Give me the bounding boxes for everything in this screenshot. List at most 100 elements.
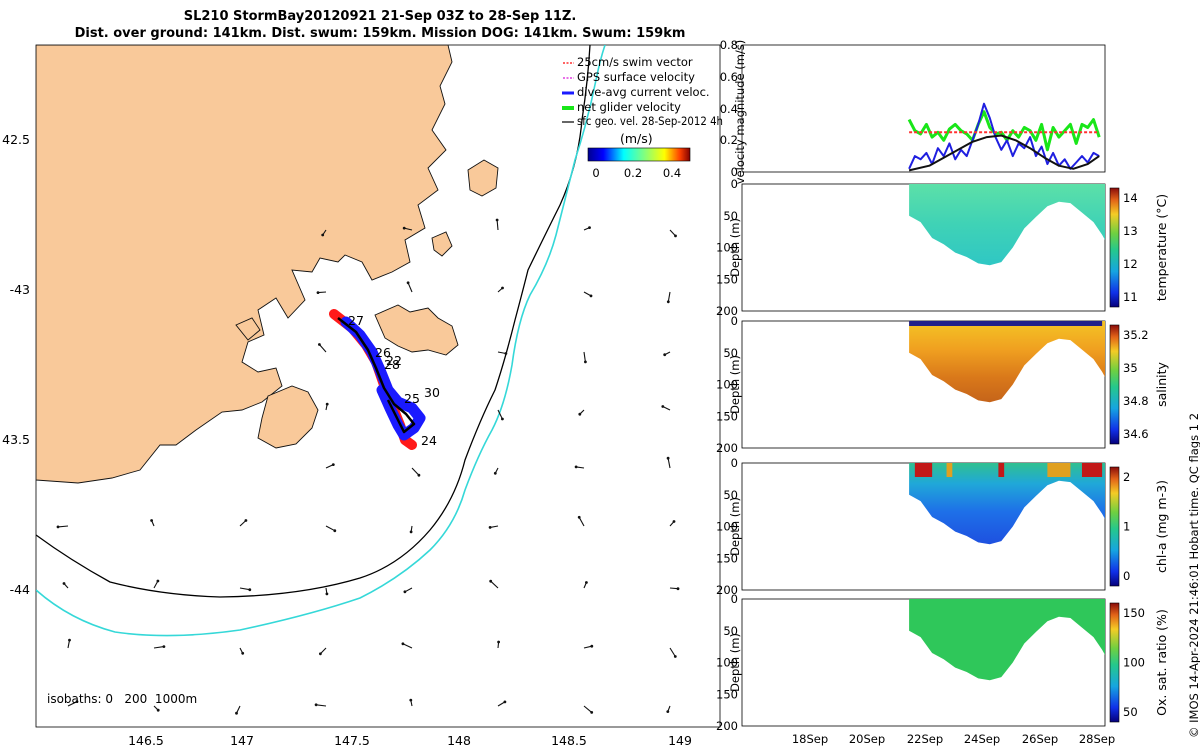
temperature-ylabel: Depth (m) — [728, 218, 742, 277]
salinity-ytick-100: 100 — [716, 378, 738, 392]
chla-ytick-100: 100 — [716, 520, 738, 534]
geo-vel-arrowhead-50 — [314, 703, 318, 707]
geo-vel-arrowhead-36 — [489, 579, 493, 583]
island-west — [235, 317, 261, 341]
chla-surface-patch-0 — [914, 463, 933, 477]
geo-vel-arrowhead-19 — [417, 473, 421, 477]
time-xtick-22Sep: 22Sep — [907, 732, 943, 746]
geo-vel-arrowhead-53 — [590, 711, 594, 714]
geo-vel-arrow-46 — [669, 647, 676, 657]
legend-sfc-velocity: sfc geo. vel. 28-Sep-2012 4h — [577, 114, 723, 128]
geo-vel-arrowhead-8 — [589, 294, 593, 298]
imos-credit: © IMOS 14-Apr-2024 21:46:01 Hobart time.… — [1187, 412, 1200, 738]
geostrophic-velocity-arrows — [56, 218, 680, 715]
velocity-frame — [741, 44, 1106, 173]
salinity-panel: 0 50 100 150 200 Depth (m) 34.6 34.8 35 35.2 salin… — [716, 314, 1169, 455]
geo-vel-arrow-36 — [490, 580, 499, 589]
geo-vel-arrowhead-7 — [501, 286, 504, 290]
geo-vel-arrow-15 — [497, 409, 503, 420]
geo-vel-arrowhead-17 — [661, 405, 665, 408]
chla-ylabel: Depth (m) — [728, 497, 742, 556]
legend-net-velocity: net glider velocity — [577, 100, 681, 114]
time-xtick-20Sep: 20Sep — [849, 732, 885, 746]
geo-vel-arrowhead-10 — [318, 343, 321, 346]
geo-vel-arrowhead-38 — [676, 587, 680, 591]
time-xtick-28Sep: 28Sep — [1079, 732, 1115, 746]
salinity-ytick-0: 0 — [731, 314, 738, 328]
track-blue — [340, 316, 426, 441]
chla-surface-patch-1 — [946, 463, 953, 477]
chla-ytick-150: 150 — [716, 551, 738, 565]
oxygen-section-fill — [909, 599, 1105, 681]
geo-vel-arrowhead-43 — [401, 642, 405, 646]
geo-vel-arrowhead-47 — [75, 700, 79, 703]
geo-vel-arrow-47 — [67, 701, 78, 707]
oxygen-cbar-tick-100: 100 — [1123, 656, 1145, 670]
geo-vel-arrow-50 — [316, 704, 327, 707]
geo-vel-arrowhead-30 — [672, 520, 676, 523]
salinity-cbar-tick-35: 35 — [1123, 361, 1138, 375]
geo-vel-arrow-53 — [583, 705, 593, 713]
chla-colorbar — [1109, 466, 1120, 587]
map-xtick-148: 148 — [447, 733, 471, 748]
time-x-ticks: 18Sep 20Sep 22Sep 24Sep 26Sep 28Sep — [792, 732, 1115, 746]
legend-gps-velocity: GPS surface velocity — [577, 70, 695, 84]
track-black — [337, 317, 416, 434]
oxygen-colorbar — [1109, 602, 1120, 723]
temperature-ytick-100: 100 — [716, 241, 738, 255]
geo-vel-arrowhead-39 — [68, 638, 71, 642]
temperature-colorbar-label: temperature (°C) — [1154, 194, 1169, 301]
geo-vel-arrow-29 — [578, 517, 585, 527]
geo-vel-arrowhead-6 — [406, 281, 410, 285]
velocity-series-3 — [908, 134, 1100, 172]
geo-vel-arrowhead-23 — [56, 525, 60, 529]
geo-vel-arrowhead-41 — [241, 651, 245, 655]
chla-ytick-200: 200 — [716, 583, 738, 597]
oxygen-cbar-tick-50: 50 — [1123, 705, 1138, 719]
land-mass — [36, 45, 453, 484]
geo-vel-arrowhead-45 — [590, 644, 594, 648]
geo-vel-arrowhead-18 — [331, 463, 335, 466]
geo-vel-arrowhead-11 — [504, 352, 508, 355]
map-ytick-43: -43 — [10, 282, 30, 297]
geo-vel-arrowhead-5 — [316, 291, 320, 294]
geo-vel-arrowhead-3 — [588, 226, 591, 230]
map-legend: 25cm/s swim vector GPS surface velocity … — [562, 55, 723, 128]
geo-vel-arrowhead-33 — [248, 588, 252, 592]
isobath-note: isobaths: 0 200 1000m — [47, 692, 197, 706]
geo-vel-arrow-6 — [407, 282, 413, 293]
temperature-ytick-0: 0 — [731, 177, 738, 191]
geo-vel-arrowhead-51 — [409, 698, 413, 702]
salinity-section-fill — [909, 321, 1105, 403]
plot-title-line1: SL210 StormBay20120921 21-Sep 03Z to 28-… — [183, 9, 577, 24]
oxygen-ytick-50: 50 — [723, 624, 738, 638]
time-xtick-18Sep: 18Sep — [792, 732, 828, 746]
isobath-1000 — [36, 45, 606, 637]
salinity-cbar-tick-34.6: 34.6 — [1123, 427, 1149, 441]
island-maria — [467, 159, 499, 197]
geo-vel-arrow-23 — [57, 525, 69, 528]
geo-vel-arrowhead-54 — [666, 710, 670, 713]
geo-vel-arrowhead-34 — [325, 592, 329, 596]
temperature-ytick-50: 50 — [723, 209, 738, 223]
day-label-26: 26 — [375, 345, 391, 360]
salinity-ytick-200: 200 — [716, 441, 738, 455]
geo-vel-arrowhead-35 — [403, 590, 407, 594]
day-label-30: 30 — [424, 385, 440, 400]
speed-tick-1: 0.2 — [624, 166, 642, 180]
geo-vel-arrowhead-16 — [578, 412, 582, 416]
oxygen-ytick-100: 100 — [716, 656, 738, 670]
geo-vel-arrow-2 — [496, 219, 499, 231]
geo-vel-arrowhead-12 — [584, 360, 587, 364]
geo-vel-arrowhead-22 — [666, 456, 670, 460]
salinity-ytick-50: 50 — [723, 346, 738, 360]
peninsula — [374, 304, 459, 356]
map-xtick-149: 149 — [668, 733, 692, 748]
geo-vel-arrow-26 — [325, 525, 336, 532]
chla-surface-patch-2 — [998, 463, 1005, 477]
geo-vel-arrow-10 — [318, 344, 327, 353]
chla-section-fill — [909, 463, 1105, 545]
velocity-ylabel: velocity magnitude (m/s) — [733, 40, 747, 185]
isobath-200 — [36, 45, 591, 598]
